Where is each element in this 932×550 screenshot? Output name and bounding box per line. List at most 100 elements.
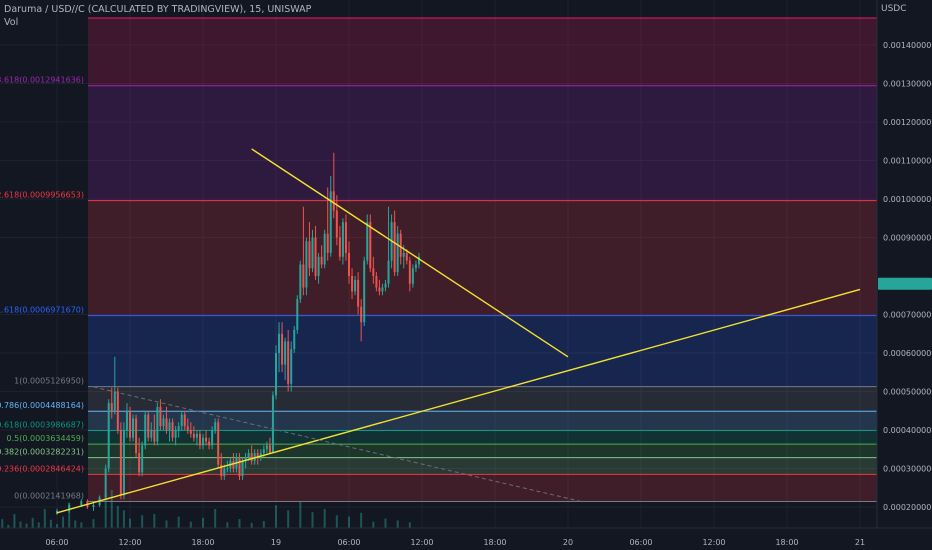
fib-label-0.786: 0.786(0.0004488164) xyxy=(0,401,84,410)
candle-body xyxy=(104,468,107,498)
time-tick-label: 12:00 xyxy=(702,538,725,547)
candle-body xyxy=(290,349,293,384)
candle-body xyxy=(159,406,162,427)
candle-body xyxy=(287,341,290,384)
fibonacci-extension[interactable]: 0(0.0002141968) 0.236(0.0002846424) 0.382(… xyxy=(0,17,877,503)
price-axis-bg xyxy=(877,0,932,550)
fib-zone-3.618 xyxy=(88,85,877,201)
time-tick-label: 06:00 xyxy=(45,538,68,547)
volume-bar xyxy=(348,516,350,528)
volume-bar xyxy=(384,518,387,528)
candle-body xyxy=(113,391,116,411)
price-tick-label: 0.0003000000 xyxy=(883,465,932,474)
candle-body xyxy=(226,468,229,470)
candle-body xyxy=(366,222,369,261)
volume-bar xyxy=(122,510,125,528)
volume-bar xyxy=(396,520,399,528)
candle-body xyxy=(414,264,417,269)
candle-body xyxy=(144,414,147,446)
candle-body xyxy=(198,433,201,446)
candle-body xyxy=(275,353,277,396)
volume-bar xyxy=(165,520,168,528)
candle-body xyxy=(147,414,150,438)
candle-body xyxy=(311,237,314,269)
candle-body xyxy=(256,453,259,457)
candle-body xyxy=(202,437,204,446)
candle-body xyxy=(296,299,299,330)
candle-body xyxy=(284,341,287,365)
last-price-badge[interactable] xyxy=(878,277,932,290)
candle-body xyxy=(348,252,350,276)
fib-zone-2.618 xyxy=(88,200,877,316)
volume-bar xyxy=(104,493,107,528)
candle-body xyxy=(332,191,335,211)
trendlines[interactable] xyxy=(56,148,861,514)
trendline-descending-resistance[interactable] xyxy=(251,148,569,358)
candle-body xyxy=(399,233,402,257)
price-tick-label: 0.0013000000 xyxy=(883,80,932,89)
time-tick-label: 12:00 xyxy=(118,538,141,547)
trendline-dashed-diagonal[interactable] xyxy=(93,386,581,502)
candle-body xyxy=(141,445,144,473)
candle-body xyxy=(299,264,302,300)
volume-bar xyxy=(189,521,192,528)
candle-body xyxy=(372,268,375,276)
time-tick-label: 06:00 xyxy=(337,538,360,547)
volume-bar xyxy=(92,519,95,528)
price-tick-label: 0.0009000000 xyxy=(883,234,932,243)
price-tick-label: 0.0004000000 xyxy=(883,426,932,435)
candle-body xyxy=(110,403,113,411)
fib-label-0.5: 0.5(0.0003634459) xyxy=(7,434,85,443)
candle-body xyxy=(186,426,189,430)
candle-body xyxy=(68,505,71,511)
volume-bar xyxy=(19,521,22,528)
candle-body xyxy=(205,437,208,442)
time-tick-label: 12:00 xyxy=(410,538,433,547)
candle-body xyxy=(156,406,159,442)
candle-body xyxy=(217,422,220,465)
price-axis[interactable]: 0.0002000000 0.0003000000 0.0004000000 0.00… xyxy=(876,0,932,550)
candle-body xyxy=(341,222,344,257)
candle-body xyxy=(363,260,366,323)
candle-body xyxy=(119,430,122,496)
candle-body xyxy=(125,410,128,430)
trendline-ascending-support[interactable] xyxy=(56,288,861,514)
volume-bar xyxy=(62,516,65,528)
fib-label-1: 1(0.0005126950) xyxy=(14,377,84,386)
candle-body xyxy=(357,279,360,307)
candle-body xyxy=(369,222,372,269)
candle-body xyxy=(405,252,408,261)
candle-body xyxy=(265,445,268,450)
candle-body xyxy=(354,279,357,292)
time-tick-label: 18:00 xyxy=(483,538,506,547)
volume-bars xyxy=(1,490,411,528)
candle-body xyxy=(314,237,317,276)
candle-body xyxy=(387,260,390,284)
volume-bar xyxy=(238,519,241,528)
volume-bar xyxy=(262,521,265,528)
volume-label[interactable]: Vol xyxy=(4,17,19,28)
candle-body xyxy=(165,418,168,430)
symbol-title[interactable]: Daruma / USD//C (CALCULATED BY TRADINGVI… xyxy=(4,4,312,15)
price-tick-label: 0.0010000000 xyxy=(883,195,932,204)
candle-body xyxy=(192,433,195,438)
candle-body xyxy=(281,333,284,365)
volume-bar xyxy=(68,502,71,528)
price-tick-label: 0.0007000000 xyxy=(883,311,932,320)
candle-body xyxy=(247,453,250,457)
volume-bar xyxy=(49,519,52,528)
candle-body xyxy=(360,306,363,323)
fib-zone-0.382 xyxy=(88,457,877,475)
candle-body xyxy=(278,333,281,353)
candle-body xyxy=(411,268,414,284)
fib-label-1.618: 1.618(0.0006971670) xyxy=(0,306,84,315)
candle-body xyxy=(402,252,405,257)
candle-body xyxy=(271,395,274,454)
fib-zone-0.236 xyxy=(88,474,877,502)
candle-body xyxy=(417,256,420,265)
volume-bar xyxy=(287,510,290,528)
price-tick-label: 0.0014000000 xyxy=(883,41,932,50)
time-axis[interactable]: 06:00 12:00 18:00 19 06:00 12:00 18:00 20 06:00 1… xyxy=(0,527,932,550)
volume-bar xyxy=(141,515,144,528)
